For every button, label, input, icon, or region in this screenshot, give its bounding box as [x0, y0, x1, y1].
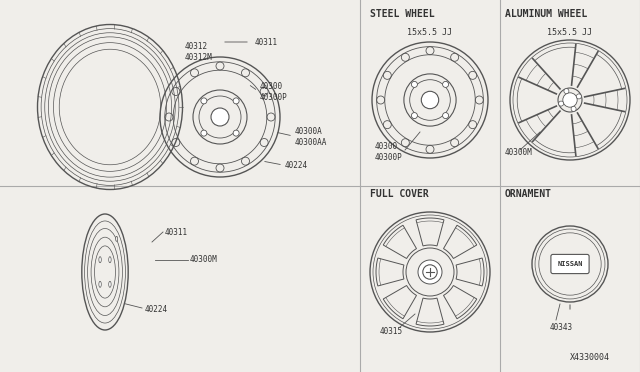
Text: STEEL WHEEL: STEEL WHEEL — [370, 9, 435, 19]
Circle shape — [558, 88, 582, 112]
Circle shape — [160, 57, 280, 177]
Ellipse shape — [99, 257, 101, 263]
Text: 40311: 40311 — [255, 38, 278, 46]
Text: ORNAMENT: ORNAMENT — [505, 189, 552, 199]
Circle shape — [564, 89, 569, 94]
Circle shape — [577, 94, 581, 99]
Circle shape — [418, 260, 442, 284]
Text: FULL COVER: FULL COVER — [370, 189, 429, 199]
Circle shape — [201, 98, 207, 104]
Text: 15x5.5 JJ: 15x5.5 JJ — [547, 28, 593, 36]
Circle shape — [571, 106, 576, 111]
Circle shape — [211, 108, 229, 126]
Text: ALUMINUM WHEEL: ALUMINUM WHEEL — [505, 9, 588, 19]
Text: 40300A
40300AA: 40300A 40300AA — [295, 127, 328, 147]
Circle shape — [559, 101, 564, 106]
Text: 40224: 40224 — [285, 160, 308, 170]
Circle shape — [193, 90, 247, 144]
Circle shape — [372, 42, 488, 158]
Circle shape — [404, 74, 456, 126]
Text: 40300
40300P: 40300 40300P — [375, 142, 403, 162]
Ellipse shape — [109, 257, 111, 263]
Text: 15x5.5 JJ: 15x5.5 JJ — [408, 28, 452, 36]
Circle shape — [201, 130, 207, 136]
FancyBboxPatch shape — [551, 254, 589, 273]
Ellipse shape — [109, 281, 111, 287]
Circle shape — [412, 81, 417, 87]
Text: 40224: 40224 — [145, 305, 168, 314]
Text: 40311: 40311 — [165, 228, 188, 237]
Text: 40315: 40315 — [380, 327, 403, 337]
Circle shape — [510, 40, 630, 160]
Text: 40312
40312M: 40312 40312M — [185, 42, 212, 62]
Circle shape — [563, 93, 577, 107]
Circle shape — [532, 226, 608, 302]
Text: 40300
40300P: 40300 40300P — [260, 82, 288, 102]
Ellipse shape — [99, 281, 101, 287]
Circle shape — [443, 113, 449, 119]
Circle shape — [233, 130, 239, 136]
Ellipse shape — [116, 236, 118, 241]
Text: 40300M: 40300M — [190, 256, 218, 264]
Circle shape — [412, 113, 417, 119]
Text: NISSAN: NISSAN — [557, 261, 583, 267]
Text: 40300M: 40300M — [505, 148, 532, 157]
Text: X4330004: X4330004 — [570, 353, 610, 362]
Text: 40343: 40343 — [550, 323, 573, 331]
Circle shape — [421, 91, 438, 109]
Circle shape — [233, 98, 239, 104]
Ellipse shape — [82, 214, 128, 330]
Circle shape — [443, 81, 449, 87]
Circle shape — [406, 248, 454, 296]
Circle shape — [370, 212, 490, 332]
